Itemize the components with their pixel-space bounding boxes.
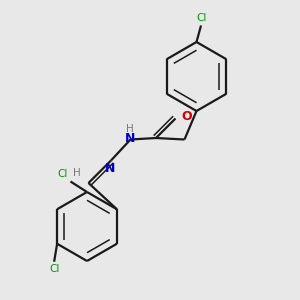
Text: Cl: Cl	[50, 264, 60, 274]
Text: N: N	[105, 162, 115, 175]
Text: H: H	[126, 124, 134, 134]
Text: Cl: Cl	[58, 169, 68, 179]
Text: O: O	[181, 110, 191, 124]
Text: Cl: Cl	[197, 14, 207, 23]
Text: N: N	[124, 132, 135, 146]
Text: H: H	[73, 169, 81, 178]
